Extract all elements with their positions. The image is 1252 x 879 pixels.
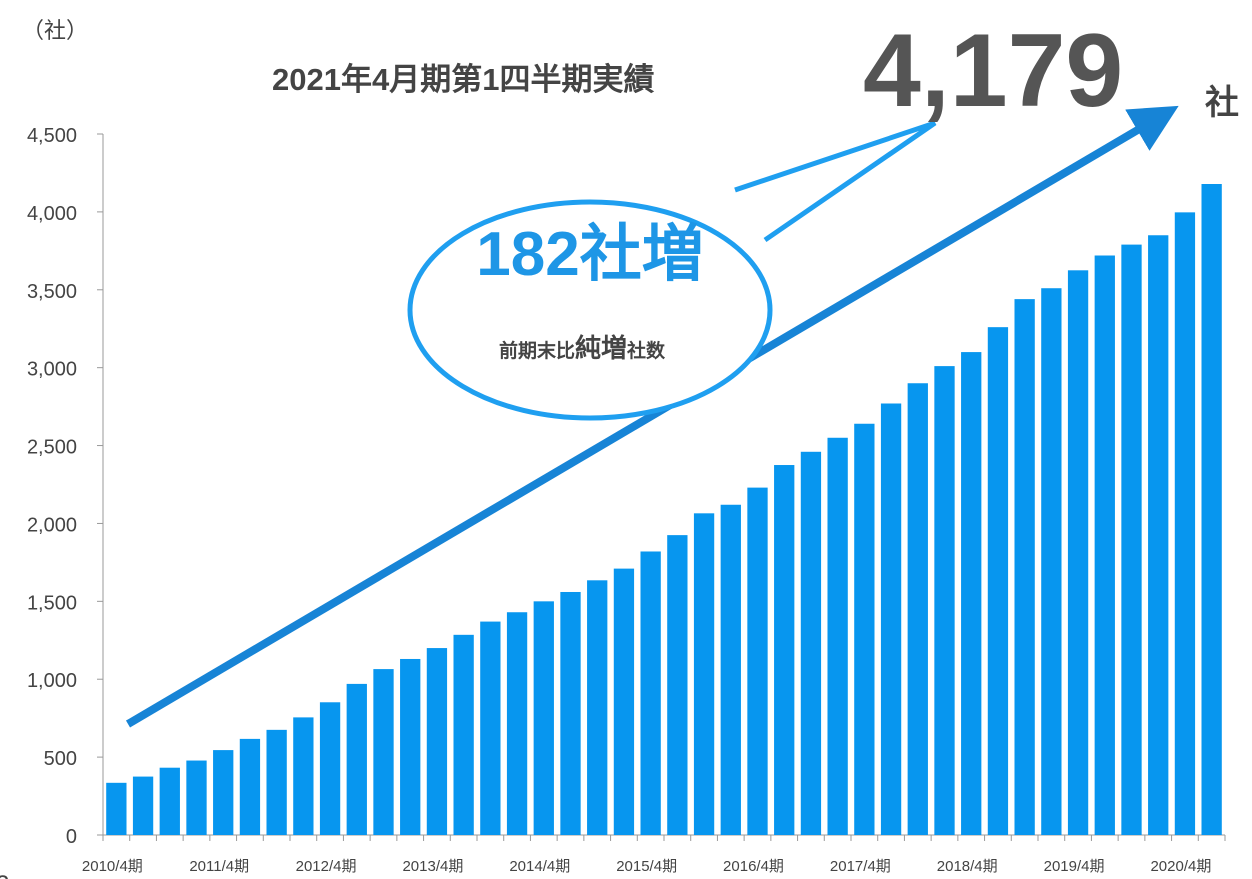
bar [533, 601, 554, 835]
bar [213, 750, 234, 835]
overlay: 182社増 前期末比純増社数 [125, 105, 1179, 728]
callout-sub-part: 純増 [575, 333, 627, 363]
x-tick-label: 2015/4期 [616, 858, 677, 875]
bar [266, 729, 287, 835]
bar [1121, 244, 1142, 835]
bar [934, 366, 955, 835]
x-tick-label: 2017/4期 [830, 858, 891, 875]
bar [880, 403, 902, 835]
bar [907, 383, 928, 835]
bar [159, 767, 180, 835]
x-tick-label: 2011/4期 [189, 858, 249, 875]
x-tick-label: 2012/4期 [296, 858, 357, 875]
bar [186, 760, 207, 835]
bar [346, 683, 367, 835]
bar [613, 568, 635, 835]
bar [1094, 255, 1115, 836]
bar [1174, 212, 1196, 836]
bar [854, 423, 875, 835]
bar [426, 648, 448, 835]
page-number: 2 [0, 871, 9, 879]
bar [506, 612, 528, 835]
x-tick-label: 2016/4期 [723, 858, 784, 875]
x-tick-label: 2013/4期 [402, 858, 463, 875]
bar [293, 717, 314, 835]
x-tick-label: 2010/4期 [82, 858, 143, 875]
chart-title: 2021年4月期第1四半期実績 [272, 62, 654, 97]
bars [97, 133, 1226, 841]
bar [480, 621, 501, 835]
bar [1014, 299, 1035, 835]
bar [319, 702, 341, 835]
callout-bubble [407, 199, 773, 421]
y-tick-label: 3,000 [27, 359, 77, 381]
callout-sub: 前期末比純増社数 [499, 333, 666, 363]
trend-arrow [125, 105, 1179, 728]
x-tick-label: 2014/4期 [509, 858, 570, 875]
y-tick-label: 4,500 [27, 125, 77, 147]
bar [667, 535, 688, 835]
bar [132, 776, 154, 835]
y-tick-label: 2,500 [27, 437, 77, 459]
bar [1201, 184, 1222, 836]
bar [587, 580, 608, 835]
bar [987, 327, 1009, 835]
callout-main: 182社増 [476, 220, 703, 289]
bar [720, 504, 741, 835]
bar [774, 465, 795, 835]
y-tick-label: 1,000 [27, 670, 77, 692]
y-tick-label: 1,500 [27, 592, 77, 614]
y-tick-label: 0 [66, 826, 77, 848]
bar [239, 738, 261, 835]
bar [1041, 288, 1062, 836]
bar [1148, 235, 1169, 835]
bar [106, 782, 127, 835]
headline-unit: 社 [1205, 84, 1239, 122]
x-tick-label: 2019/4期 [1044, 858, 1105, 875]
y-tick-label: 2,000 [27, 514, 77, 536]
y-tick-label: 4,000 [27, 203, 77, 225]
unit-label: （社） [22, 18, 88, 43]
headline-value: 4,179 [863, 13, 1123, 129]
callout-sub-part: 社数 [626, 339, 666, 362]
bar [400, 658, 421, 835]
bar [640, 551, 661, 835]
bar [800, 451, 822, 835]
bar [373, 669, 394, 835]
x-tick-label: 2020/4期 [1150, 858, 1211, 875]
bar [1067, 270, 1089, 835]
y-tick-label: 3,500 [27, 281, 77, 303]
y-tick-label: 500 [44, 748, 77, 770]
x-tick-label: 2018/4期 [937, 858, 998, 875]
bar [560, 591, 581, 835]
bar [747, 487, 768, 835]
bar [693, 513, 715, 835]
bar [827, 437, 848, 835]
callout-tail [734, 120, 937, 243]
callout-sub-part: 前期末比 [499, 339, 575, 362]
bar [961, 352, 982, 835]
callout-tail-fill [735, 123, 935, 236]
bar [453, 634, 474, 835]
